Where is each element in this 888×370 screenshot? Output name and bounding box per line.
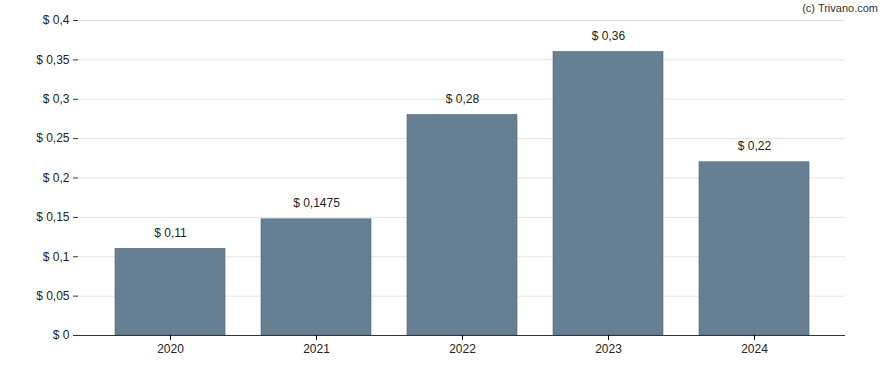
svg-text:2021: 2021 <box>303 342 330 356</box>
svg-text:2020: 2020 <box>157 342 184 356</box>
svg-text:$ 0,36: $ 0,36 <box>592 29 626 43</box>
svg-text:$ 0,28: $ 0,28 <box>446 92 480 106</box>
svg-text:$ 0,3: $ 0,3 <box>43 92 70 106</box>
svg-text:$ 0,1475: $ 0,1475 <box>293 196 340 210</box>
svg-text:$ 0,15: $ 0,15 <box>36 210 70 224</box>
svg-text:$ 0,22: $ 0,22 <box>738 139 772 153</box>
svg-text:$ 0: $ 0 <box>53 328 70 342</box>
html-text:(c) Trivano.com: (c) Trivano.com <box>802 2 878 14</box>
svg-text:$ 0,2: $ 0,2 <box>43 171 70 185</box>
svg-text:2022: 2022 <box>449 342 476 356</box>
svg-text:$ 0,1: $ 0,1 <box>43 250 70 264</box>
svg-text:$ 0,35: $ 0,35 <box>36 53 70 67</box>
svg-text:2023: 2023 <box>595 342 622 356</box>
svg-text:2024: 2024 <box>741 342 768 356</box>
svg-text:$ 0,05: $ 0,05 <box>36 289 70 303</box>
svg-text:$ 0,25: $ 0,25 <box>36 131 70 145</box>
svg-text:$ 0,11: $ 0,11 <box>154 226 187 240</box>
svg-text:$ 0,4: $ 0,4 <box>43 13 70 27</box>
